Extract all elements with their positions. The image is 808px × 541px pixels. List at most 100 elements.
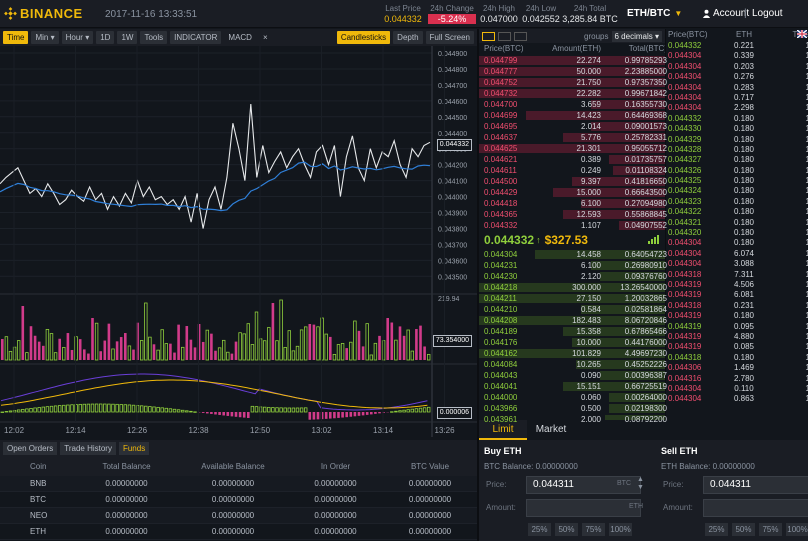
view-bids-icon[interactable]	[498, 31, 511, 41]
view-both-icon[interactable]	[482, 31, 495, 41]
hour-label: Hour	[65, 33, 83, 42]
fullscreen-button[interactable]: Full Screen	[425, 31, 474, 44]
ask-total: 0.55868845	[624, 210, 667, 219]
ask-row[interactable]: 0.044752 21.750 0.97357350	[479, 77, 667, 88]
depth-button[interactable]: Depth	[393, 31, 423, 44]
tab-funds[interactable]: Funds	[118, 442, 150, 455]
buy-75-button[interactable]: 75%	[582, 523, 605, 536]
sell-50-button[interactable]: 50%	[732, 523, 755, 536]
sell-amount-input[interactable]	[703, 499, 808, 517]
view-asks-icon[interactable]	[514, 31, 527, 41]
macd-histogram-bar	[86, 403, 91, 413]
logout-link[interactable]: Logout	[752, 8, 783, 19]
ask-row[interactable]: 0.044418 6.100 0.27094980	[479, 198, 667, 209]
buy-100-button[interactable]: 100%	[609, 523, 632, 536]
language-flag-icon[interactable]	[796, 29, 808, 39]
account-link[interactable]: Account	[702, 8, 749, 19]
ask-total: 0.01108324	[625, 166, 667, 175]
sell-price-input[interactable]: 0.044311	[703, 476, 808, 494]
depth-bar	[609, 155, 665, 164]
interval-1d-button[interactable]: 1D	[96, 31, 115, 44]
brand-logo[interactable]: BINANCE	[4, 6, 83, 21]
volume-bar	[169, 343, 172, 360]
bid-row[interactable]: 0.043961 2.000 0.08792200	[479, 414, 667, 425]
ask-row[interactable]: 0.044621 0.389 0.01735757	[479, 154, 667, 165]
chevron-down-icon[interactable]: ▼	[637, 484, 644, 491]
bid-row[interactable]: 0.044208 182.483 8.06720846	[479, 315, 667, 326]
tab-trade-history[interactable]: Trade History	[60, 442, 116, 455]
time-button[interactable]: Time	[3, 31, 29, 44]
tools-button[interactable]: Tools	[140, 31, 168, 44]
minute-dropdown[interactable]: Min ▾	[31, 31, 59, 44]
ask-row[interactable]: 0.044799 22.274 0.99785293	[479, 55, 667, 66]
trade-row: 0.044330 0.180 1	[666, 124, 808, 134]
funds-total-balance: 0.00000000	[105, 511, 148, 520]
ask-row[interactable]: 0.044732 22.282 0.99671842	[479, 88, 667, 99]
bid-row[interactable]: 0.044041 15.151 0.66725519	[479, 381, 667, 392]
ask-row[interactable]: 0.044365 12.593 0.55868845	[479, 209, 667, 220]
ask-row[interactable]: 0.044699 14.423 0.64469368	[479, 110, 667, 121]
sell-100-button[interactable]: 100%	[786, 523, 808, 536]
buy-25-button[interactable]: 25%	[528, 523, 551, 536]
chevron-up-icon[interactable]: ▲	[637, 476, 644, 483]
bid-row[interactable]: 0.044000 0.060 0.00264000	[479, 392, 667, 403]
bid-row[interactable]: 0.044176 10.000 0.44176000	[479, 337, 667, 348]
remove-indicator-icon[interactable]: ×	[262, 33, 268, 42]
interval-1w-button[interactable]: 1W	[117, 31, 138, 44]
bid-amount: 182.483	[572, 316, 601, 325]
buy-50-button[interactable]: 50%	[555, 523, 578, 536]
price-chart[interactable]: 0.044900 0.044800 0.044700 0.044600 0.044500…	[0, 46, 477, 437]
ask-row[interactable]: 0.044332 1.107 0.04907552	[479, 220, 667, 231]
volume-bar	[58, 338, 61, 360]
indicator-button[interactable]: INDICATOR	[170, 31, 222, 44]
ask-row[interactable]: 0.044429 15.000 0.66643500	[479, 187, 667, 198]
bid-row[interactable]: 0.044211 27.150 1.20032865	[479, 293, 667, 304]
ask-row[interactable]: 0.044700 3.659 0.16355730	[479, 99, 667, 110]
volume-bar	[390, 322, 394, 360]
pair-selector[interactable]: ETH/BTC ▼	[627, 8, 682, 19]
bid-row[interactable]: 0.044231 6.100 0.26980910	[479, 260, 667, 271]
ask-row[interactable]: 0.044777 50.000 2.23885000	[479, 66, 667, 77]
bid-row[interactable]: 0.044210 0.584 0.02581864	[479, 304, 667, 315]
bid-price: 0.044189	[484, 327, 518, 336]
trade-time: 1	[805, 331, 808, 341]
bid-price: 0.044162	[484, 349, 518, 358]
bid-row[interactable]: 0.044304 14.458 0.64054723	[479, 249, 667, 260]
bid-row[interactable]: 0.044218 300.000 13.26540000	[479, 282, 667, 293]
tab-open-orders[interactable]: Open Orders	[3, 442, 58, 455]
bid-row[interactable]: 0.044162 101.829 4.49697230	[479, 348, 667, 359]
bid-row[interactable]: 0.043966 0.500 0.02198300	[479, 403, 667, 414]
trade-price: 0.044319	[668, 321, 702, 331]
trade-price: 0.044304	[668, 72, 702, 82]
funds-row: ETH 0.00000000 0.00000000 0.00000000 0.00000…	[0, 524, 477, 540]
buy-amount-input[interactable]	[526, 499, 641, 517]
buy-price-row: Price: 0.044311 BTC ▲ ▼	[484, 476, 649, 494]
bid-row[interactable]: 0.044084 10.265 0.45252226	[479, 359, 667, 370]
tab-limit[interactable]: Limit	[479, 420, 527, 440]
trade-price: 0.044321	[668, 217, 702, 227]
decimals-dropdown[interactable]: 6 decimals ▾	[611, 30, 662, 42]
tab-market[interactable]: Market	[535, 424, 567, 435]
ask-price: 0.044611	[484, 166, 517, 175]
price-stepper[interactable]: ▲ ▼	[634, 476, 647, 492]
ask-row[interactable]: 0.044500 9.397 0.41816650	[479, 176, 667, 187]
sell-75-button[interactable]: 75%	[759, 523, 782, 536]
bid-row[interactable]: 0.044043 0.090 0.00396387	[479, 370, 667, 381]
ask-row[interactable]: 0.044625 21.301 0.95055712	[479, 143, 667, 154]
bid-row[interactable]: 0.044230 2.120 0.09376760	[479, 271, 667, 282]
buy-price-input[interactable]: 0.044311	[526, 476, 641, 494]
order-book-header: Price(BTC) Amount(ETH) Total(BTC)	[479, 43, 667, 55]
trade-time: 1	[805, 61, 808, 71]
hour-dropdown[interactable]: Hour ▾	[61, 31, 94, 44]
chart-canvas[interactable]: 0.044900 0.044800 0.044700 0.044600 0.044500…	[0, 46, 477, 437]
ask-row[interactable]: 0.044637 5.776 0.25782331	[479, 132, 667, 143]
ask-row[interactable]: 0.044695 2.014 0.09001573	[479, 121, 667, 132]
ask-row[interactable]: 0.044611 0.249 0.01108324	[479, 165, 667, 176]
bid-row[interactable]: 0.044189 15.358 0.67865466	[479, 326, 667, 337]
bid-price: 0.044304	[484, 250, 518, 259]
bid-total: 4.49697230	[624, 349, 667, 358]
pair-label: ETH/BTC	[627, 8, 671, 19]
candlesticks-button[interactable]: Candlesticks	[336, 31, 391, 44]
volume-bar	[127, 345, 132, 361]
sell-25-button[interactable]: 25%	[705, 523, 728, 536]
